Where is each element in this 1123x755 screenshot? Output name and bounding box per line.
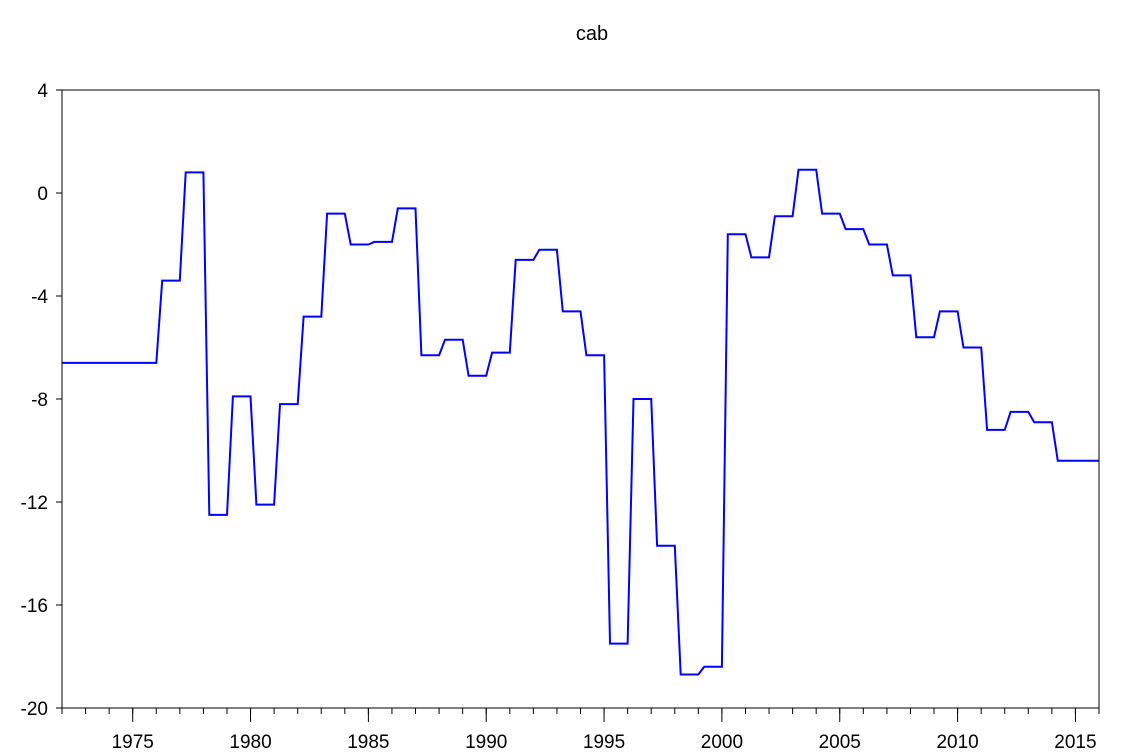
x-tick-label: 2000 — [701, 732, 743, 753]
x-tick-label: 2010 — [936, 732, 978, 753]
y-axis: 4 0 -4 -8 -12 -16 -20 — [21, 81, 62, 720]
y-tick-label: 4 — [37, 81, 48, 102]
series-group — [62, 168, 1099, 676]
x-tick-label: 1995 — [583, 732, 625, 753]
y-tick-label: -8 — [31, 390, 48, 411]
series-line — [62, 168, 1099, 676]
y-tick-label: 0 — [37, 184, 48, 205]
y-tick-label: -12 — [21, 493, 48, 514]
y-tick-label: -16 — [21, 596, 48, 617]
x-tick-label: 1990 — [465, 732, 507, 753]
y-tick-label: -4 — [31, 287, 48, 308]
x-tick-label: 1975 — [112, 732, 154, 753]
x-tick-label: 2015 — [1054, 732, 1096, 753]
plot-frame — [61, 89, 1100, 709]
x-tick-label: 2005 — [819, 732, 861, 753]
x-tick-label: 1980 — [229, 732, 271, 753]
x-tick-label: 1985 — [347, 732, 389, 753]
x-axis: 1975 1980 1985 1990 1995 2000 2005 2010 2015 — [61, 708, 1100, 753]
chart-title: cab — [576, 23, 608, 45]
y-tick-label: -20 — [21, 699, 48, 720]
